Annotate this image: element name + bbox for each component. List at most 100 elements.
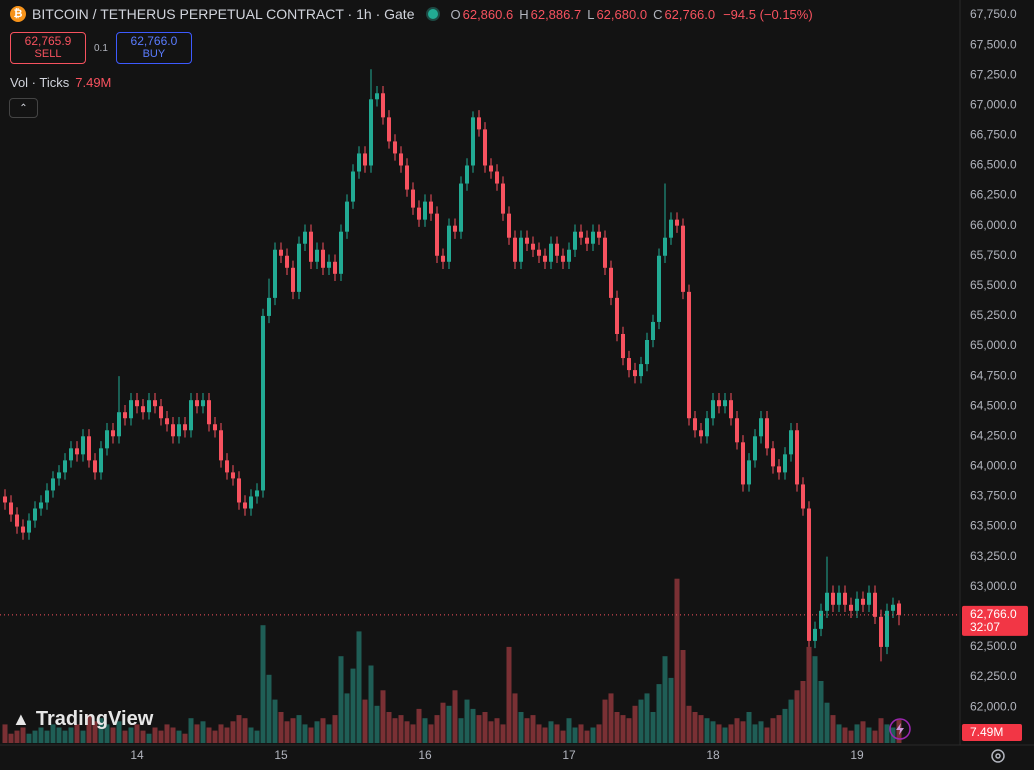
volume-bar	[812, 656, 818, 743]
sell-button[interactable]: 62,765.9 SELL	[10, 32, 86, 64]
y-tick-label: 65,750.0	[970, 248, 1017, 262]
x-tick-label: 19	[850, 748, 864, 762]
candle-body	[591, 231, 595, 244]
candle-body	[441, 255, 445, 262]
volume-bar	[8, 733, 14, 743]
settings-icon[interactable]	[991, 749, 1005, 763]
volume-bar	[614, 712, 620, 743]
candle-body	[381, 93, 385, 118]
x-tick-label: 15	[274, 748, 288, 762]
volume-bar	[620, 715, 626, 743]
volume-bar	[296, 715, 302, 743]
logo-text: TradingView	[35, 708, 154, 730]
candle-body	[201, 400, 205, 407]
ohlc-key: H	[519, 6, 529, 22]
buy-price[interactable]: 62,766.0	[130, 34, 178, 48]
volume-bar	[866, 727, 872, 743]
volume-bar	[692, 712, 698, 743]
volume-bar	[404, 721, 410, 743]
candle-body	[675, 219, 679, 226]
candle-body	[621, 333, 625, 359]
candle-body	[321, 249, 325, 268]
settings-gear[interactable]	[991, 749, 1005, 763]
ohlc-key: O	[450, 6, 461, 22]
volume-layer	[2, 578, 902, 743]
status-dot	[426, 7, 441, 21]
candle-body	[849, 604, 853, 611]
candle-body	[867, 592, 871, 605]
lightning-bolt[interactable]	[896, 723, 904, 735]
volume-bar	[128, 727, 134, 743]
candle-body	[501, 183, 505, 214]
ohlc-key: L	[587, 6, 595, 22]
volume-bar	[152, 727, 158, 743]
candle-body	[783, 454, 787, 473]
collapse-button[interactable]: ⌃	[9, 98, 38, 118]
volume-tag	[962, 724, 1022, 741]
volume-bar	[170, 727, 176, 743]
candle-body	[297, 243, 301, 292]
candle-body	[411, 189, 415, 208]
settings-gear-core[interactable]	[995, 753, 1001, 759]
volume-bar	[338, 656, 344, 743]
candle-layer	[3, 69, 901, 662]
buy-label[interactable]: BUY	[142, 48, 166, 60]
candle-body	[99, 448, 103, 473]
candle-body	[891, 604, 895, 611]
y-tick-label: 66,750.0	[970, 128, 1017, 142]
candle-body	[93, 460, 97, 473]
volume-bar	[884, 724, 890, 743]
volume-bar	[776, 715, 782, 743]
candle-body	[237, 478, 241, 503]
volume-bar	[650, 712, 656, 743]
candle-body	[129, 400, 133, 419]
y-tick-label: 64,250.0	[970, 428, 1017, 442]
candle-body	[759, 418, 763, 437]
candle-body	[477, 117, 481, 130]
y-tick-label: 63,500.0	[970, 519, 1017, 533]
volume-bar	[770, 718, 776, 743]
volume-bar	[518, 712, 524, 743]
buy-button[interactable]: 62,766.0 BUY	[115, 32, 192, 64]
logo: ▲ TradingView	[12, 708, 153, 731]
sell-label[interactable]: SELL	[34, 48, 62, 60]
volume-bar	[482, 712, 488, 743]
volume-bar	[122, 730, 128, 743]
volume-bar	[674, 578, 680, 743]
lightning-icon[interactable]	[889, 718, 911, 740]
volume-bar	[794, 690, 800, 743]
volume-bar	[20, 727, 26, 743]
volume-bar	[188, 718, 194, 743]
x-tick-label: 16	[418, 748, 432, 762]
volume-bar	[572, 727, 578, 743]
candle-body	[837, 592, 841, 605]
volume-bar	[734, 718, 740, 743]
y-tick-label: 64,000.0	[970, 459, 1017, 473]
volume-bar	[398, 715, 404, 743]
volume-bar	[506, 646, 512, 743]
volume-bar	[50, 724, 56, 743]
volume-bar	[536, 724, 542, 743]
candle-body	[789, 430, 793, 455]
candle-body	[135, 400, 139, 407]
volume-bar	[590, 727, 596, 743]
volume-bar	[818, 681, 824, 743]
volume-bar	[464, 699, 470, 743]
lightning-ring[interactable]	[889, 718, 911, 740]
volume-bar	[80, 730, 86, 743]
volume-bar	[836, 724, 842, 743]
volume-bar	[422, 718, 428, 743]
volume-bar	[302, 724, 308, 743]
volume-bar	[800, 681, 806, 743]
volume-bar	[716, 724, 722, 743]
volume-bar	[680, 650, 686, 743]
candle-body	[699, 430, 703, 437]
candle-body	[231, 472, 235, 479]
candle-body	[639, 364, 643, 377]
volume-bar	[116, 721, 122, 743]
volume-bar	[788, 699, 794, 743]
candle-body	[315, 249, 319, 262]
sell-price[interactable]: 62,765.9	[24, 34, 72, 48]
candle-body	[273, 249, 277, 298]
candle-body	[879, 616, 883, 647]
